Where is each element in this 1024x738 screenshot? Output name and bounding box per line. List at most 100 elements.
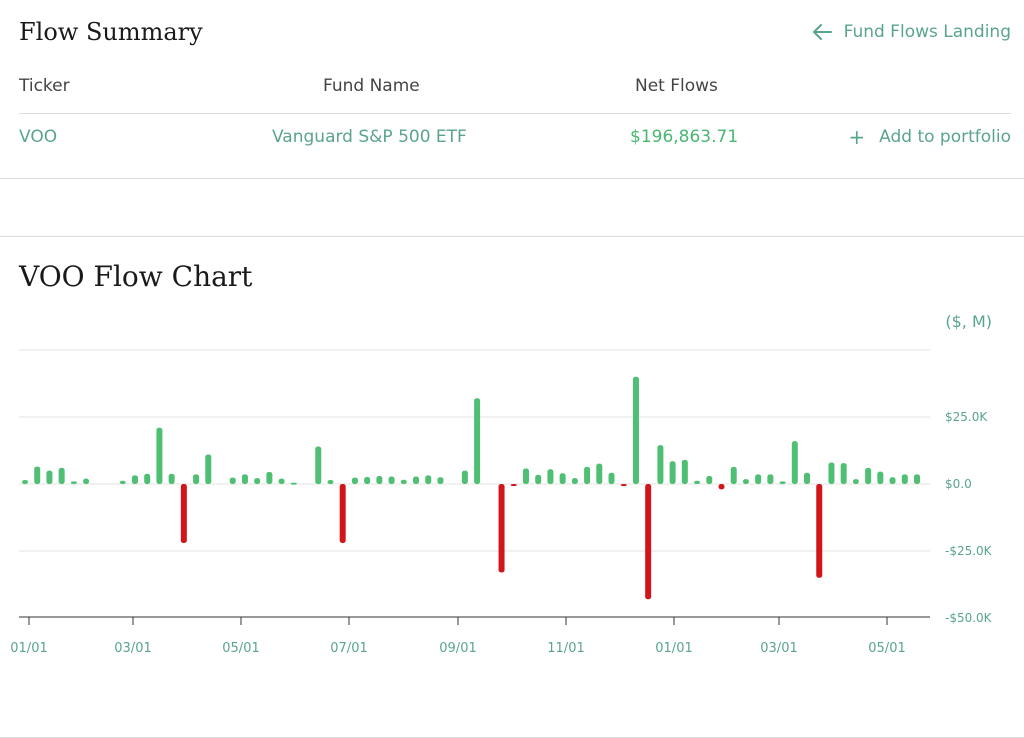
column-header-fund-name: Fund Name (323, 76, 420, 96)
bar (474, 398, 481, 484)
bar (791, 441, 798, 484)
bar (156, 427, 163, 484)
bar (364, 477, 371, 484)
bar (131, 475, 138, 484)
bar (510, 484, 517, 486)
x-tick-label: 07/01 (330, 641, 367, 656)
x-tick-label: 01/01 (655, 641, 692, 656)
bar (535, 474, 542, 484)
bar (804, 472, 811, 484)
bar (632, 376, 639, 484)
bar (584, 466, 591, 484)
bar (522, 468, 529, 484)
net-flows-value: $196,863.71 (630, 127, 739, 147)
bar (83, 478, 90, 484)
column-header-ticker: Ticker (19, 76, 70, 96)
y-unit-label: ($, M) (945, 312, 992, 331)
bar (376, 475, 383, 484)
bar (180, 484, 187, 543)
bar (119, 480, 126, 484)
column-header-net-flows: Net Flows (635, 76, 718, 96)
bar (596, 463, 603, 484)
bar (498, 484, 505, 573)
bar (706, 475, 713, 484)
bar (547, 469, 554, 484)
arrow-left-icon (812, 24, 832, 40)
bar (742, 479, 749, 484)
bar (645, 484, 652, 600)
bar (608, 472, 615, 484)
flow-chart: ($, M) $25.0K $0.0 -$25.0K -$50.0K 01/01 03/01… (10, 312, 993, 656)
flow-chart-card (0, 236, 1024, 738)
bar (327, 479, 334, 484)
bar (681, 459, 688, 484)
flow-summary-card (0, 0, 1024, 179)
chart-title: VOO Flow Chart (19, 260, 253, 293)
bar (241, 474, 248, 484)
add-to-portfolio-button[interactable]: + Add to portfolio (848, 124, 1011, 149)
bar (58, 467, 65, 484)
bar (205, 454, 212, 484)
bar (229, 477, 236, 484)
bar (339, 484, 346, 543)
add-to-portfolio-label: Add to portfolio (879, 127, 1011, 147)
bar (730, 466, 737, 484)
bar (254, 478, 261, 484)
y-tick-label: $0.0 (945, 477, 972, 491)
bar (266, 471, 273, 484)
bar (144, 473, 151, 484)
bar (877, 471, 884, 484)
bar (46, 470, 53, 484)
bar (828, 462, 835, 484)
bar (755, 474, 762, 484)
bar (351, 477, 358, 484)
bar (461, 470, 468, 484)
fund-flows-landing-link[interactable]: Fund Flows Landing (812, 22, 1011, 42)
plus-icon: + (848, 124, 866, 149)
bar (315, 446, 322, 484)
bar (34, 466, 41, 484)
x-tick-label: 03/01 (114, 641, 151, 656)
bar (669, 461, 676, 484)
bar (620, 484, 627, 486)
bar (718, 484, 725, 490)
x-tick-label: 05/01 (868, 641, 905, 656)
x-tick-label: 11/01 (547, 641, 584, 656)
bar (193, 474, 200, 484)
bar (400, 479, 407, 484)
table-divider (19, 113, 1011, 114)
bar (413, 476, 420, 484)
bar (425, 475, 432, 484)
bar (70, 481, 77, 484)
ticker-link[interactable]: VOO (19, 127, 58, 147)
bar (901, 474, 908, 484)
bar (889, 477, 896, 484)
bar (694, 480, 701, 484)
bar (914, 474, 920, 484)
x-tick-label: 01/01 (10, 641, 47, 656)
flow-summary-title: Flow Summary (19, 18, 203, 46)
bar (816, 484, 823, 578)
bar (437, 477, 444, 484)
bar (290, 482, 297, 485)
bar (278, 478, 285, 484)
bar (865, 467, 872, 484)
bar (779, 481, 786, 484)
bar (840, 463, 847, 484)
bar (571, 478, 578, 484)
fund-name-link[interactable]: Vanguard S&P 500 ETF (272, 127, 467, 147)
x-tick-label: 09/01 (439, 641, 476, 656)
bar (388, 476, 395, 484)
x-tick-label: 03/01 (760, 641, 797, 656)
bar (767, 474, 774, 484)
y-tick-label: -$50.0K (945, 611, 993, 625)
x-tick-label: 05/01 (222, 641, 259, 656)
bar (852, 479, 859, 484)
y-tick-label: -$25.0K (945, 544, 993, 558)
bar (22, 479, 28, 484)
y-tick-label: $25.0K (945, 410, 988, 424)
bar (657, 445, 664, 484)
bar (168, 473, 175, 484)
bar (559, 473, 566, 484)
fund-flows-landing-label: Fund Flows Landing (843, 22, 1011, 42)
